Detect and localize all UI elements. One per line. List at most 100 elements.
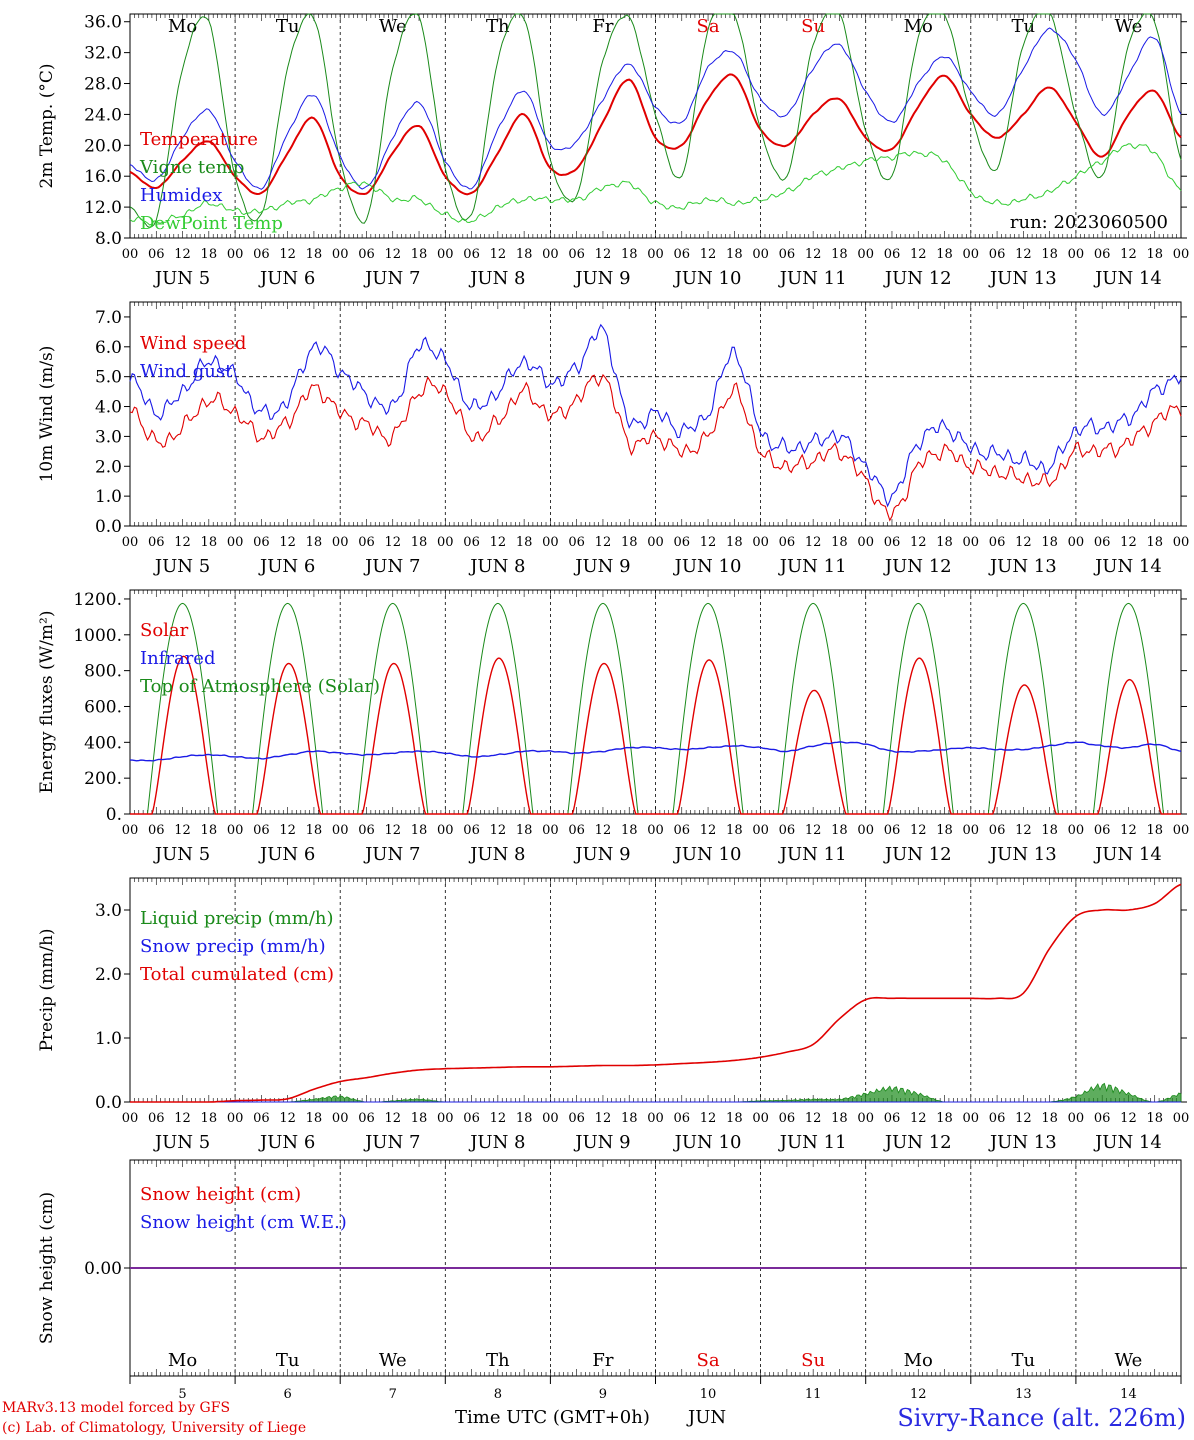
y-tick-label: 0.0 <box>95 517 122 537</box>
hour-tick-label: 00 <box>542 823 559 838</box>
hour-tick-label: 18 <box>831 247 848 262</box>
hour-tick-label: 06 <box>358 535 375 550</box>
weekday-label: Su <box>801 1350 825 1371</box>
hour-tick-label: 00 <box>122 535 139 550</box>
hour-tick-label: 06 <box>463 535 480 550</box>
hour-tick-label: 00 <box>227 535 244 550</box>
panel-1: 00 06 12 18 00 06 12 18 00 06 12 18 00 06 12 18 00 06 12 18… <box>37 13 1189 289</box>
hour-tick-label: 06 <box>253 247 270 262</box>
panel-5: 0.00 Snow height (cm) Snow height (cm) Snow… <box>37 1159 1187 1428</box>
hour-tick-label: 00 <box>752 535 769 550</box>
panel-2: 00 06 12 18 00 06 12 18 00 06 12 18 00 06 12 18 00 06 12 18… <box>37 301 1189 577</box>
hour-tick-label: 18 <box>411 823 428 838</box>
hour-tick-label: 12 <box>1120 1111 1137 1126</box>
hour-tick-label: 00 <box>437 247 454 262</box>
hour-tick-label: 00 <box>542 1111 559 1126</box>
date-label: JUN 6 <box>258 1132 315 1153</box>
date-label: JUN 11 <box>778 268 847 289</box>
legend-total-cumulated-cm-: Total cumulated (cm) <box>140 964 334 985</box>
hour-tick-label: 12 <box>805 247 822 262</box>
hour-tick-label: 06 <box>989 823 1006 838</box>
hour-tick-label: 00 <box>122 823 139 838</box>
hour-tick-label: 12 <box>174 823 191 838</box>
hour-tick-label: 00 <box>963 823 980 838</box>
date-label: JUN 7 <box>363 1132 420 1153</box>
y-tick-label: 3.0 <box>95 901 122 921</box>
hour-tick-label: 06 <box>989 535 1006 550</box>
day-number: 13 <box>1015 1387 1032 1402</box>
hour-tick-label: 12 <box>1015 535 1032 550</box>
hour-tick-label: 18 <box>306 823 323 838</box>
date-label: JUN 5 <box>153 556 210 577</box>
y-tick-label: 6.0 <box>95 338 122 358</box>
hour-tick-label: 06 <box>674 247 691 262</box>
date-label: JUN 10 <box>673 844 742 865</box>
hour-tick-label: 00 <box>857 1111 874 1126</box>
hour-tick-label: 18 <box>306 535 323 550</box>
hour-tick-label: 12 <box>595 247 612 262</box>
day-number: 7 <box>389 1387 397 1402</box>
y-tick-label: 36.0 <box>84 13 122 33</box>
y-tick-label: 32.0 <box>84 44 122 64</box>
hour-tick-label: 12 <box>490 1111 507 1126</box>
date-label: JUN 8 <box>468 268 525 289</box>
series-wind-speed <box>129 373 1182 522</box>
hour-tick-label: 00 <box>963 535 980 550</box>
date-label: JUN 9 <box>573 268 630 289</box>
hour-tick-label: 00 <box>857 247 874 262</box>
date-label: JUN 14 <box>1093 844 1162 865</box>
hour-tick-label: 00 <box>227 247 244 262</box>
y-tick-label: 0.00 <box>84 1259 122 1279</box>
legend-infrared: Infrared <box>140 648 215 669</box>
hour-tick-label: 12 <box>384 1111 401 1126</box>
hour-tick-label: 06 <box>148 1111 165 1126</box>
hour-tick-label: 18 <box>726 1111 743 1126</box>
hour-tick-label: 12 <box>700 823 717 838</box>
hour-tick-label: 12 <box>595 823 612 838</box>
legend-snow-precip-mm-h-: Snow precip (mm/h) <box>140 936 326 957</box>
hour-tick-label: 00 <box>647 1111 664 1126</box>
date-label: JUN 11 <box>778 844 847 865</box>
hour-tick-label: 18 <box>831 1111 848 1126</box>
hour-tick-label: 06 <box>358 247 375 262</box>
hour-tick-label: 12 <box>700 247 717 262</box>
hour-tick-label: 06 <box>779 247 796 262</box>
hour-tick-label: 12 <box>1120 247 1137 262</box>
y-tick-label: 5.0 <box>95 368 122 388</box>
day-number: 10 <box>700 1387 717 1402</box>
date-label: JUN 13 <box>988 844 1057 865</box>
weekday-label: Tu <box>276 16 300 37</box>
hour-tick-label: 06 <box>148 535 165 550</box>
hour-tick-label: 06 <box>674 1111 691 1126</box>
date-label: JUN 12 <box>883 556 952 577</box>
panel-frame <box>129 589 1182 815</box>
hour-tick-label: 12 <box>805 1111 822 1126</box>
hour-tick-label: 00 <box>1068 823 1085 838</box>
hour-tick-label: 12 <box>1120 823 1137 838</box>
panel-4: 00 06 12 18 00 06 12 18 00 06 12 18 00 06 12 18 00 06 12 18… <box>37 877 1189 1153</box>
series-temperature <box>129 73 1182 196</box>
hour-tick-label: 18 <box>306 247 323 262</box>
series-vigne-temp <box>129 13 1182 228</box>
weekday-label: Th <box>486 16 510 37</box>
y-tick-label: 0.0 <box>95 1093 122 1113</box>
x-axis-label: Time UTC (GMT+0h) <box>455 1407 650 1428</box>
date-label: JUN 7 <box>363 556 420 577</box>
hour-tick-label: 18 <box>516 823 533 838</box>
weekday-label: Fr <box>592 1350 613 1371</box>
series-humidex <box>129 27 1182 190</box>
hour-tick-label: 18 <box>726 535 743 550</box>
date-label: JUN 5 <box>153 844 210 865</box>
day-number: 12 <box>910 1387 927 1402</box>
hour-tick-label: 12 <box>384 535 401 550</box>
date-label: JUN 14 <box>1093 268 1162 289</box>
hour-tick-label: 12 <box>279 823 296 838</box>
y-tick-label: 1.0 <box>95 1029 122 1049</box>
hour-tick-label: 06 <box>568 823 585 838</box>
hour-tick-label: 06 <box>1094 1111 1111 1126</box>
hour-tick-label: 00 <box>647 247 664 262</box>
series-infrared <box>130 741 1182 762</box>
day-number: 11 <box>805 1387 822 1402</box>
day-number: 8 <box>494 1387 502 1402</box>
